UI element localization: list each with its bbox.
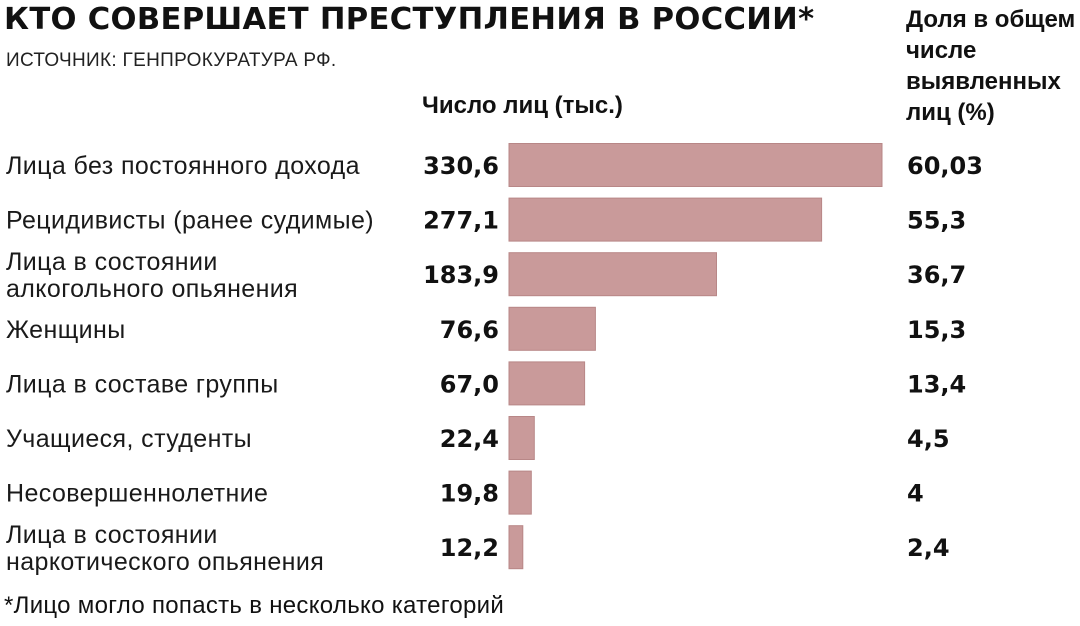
share-value-label: 13,4 [907,370,966,398]
bar-value-label: 22,4 [440,425,499,453]
category-label: Лица в состоянии наркотического опьянения [6,521,324,576]
category-label: Женщины [6,316,126,344]
bar-value-label: 12,2 [440,534,499,562]
share-value-label: 4 [907,480,924,508]
category-label: Рецидивисты (ранее судимые) [6,207,374,235]
bar-value-label: 277,1 [423,207,499,235]
share-value-label: 15,3 [907,316,966,344]
bar [508,416,535,460]
column-header-share: Доля в общем числе выявленных лиц (%) [906,6,1076,126]
category-label: Лица без постоянного дохода [6,152,360,180]
share-value-label: 36,7 [907,261,966,289]
share-value-label: 4,5 [907,425,950,453]
share-value-label: 2,4 [907,534,950,562]
column-header-count: Число лиц (тыс.) [422,92,623,119]
footnote: *Лицо могло попасть в несколько категори… [4,592,505,619]
bar-value-label: 76,6 [440,316,499,344]
bar-value-label: 67,0 [440,370,499,398]
chart-source: ИСТОЧНИК: ГЕНПРОКУРАТУРА РФ. [6,50,337,71]
category-label: Несовершеннолетние [6,480,268,508]
category-label: Лица в составе группы [6,370,279,398]
bar [508,306,596,351]
bar-value-label: 183,9 [423,261,499,289]
share-value-label: 55,3 [907,207,966,235]
category-label-line: Лица в состоянии [6,521,218,549]
bar [508,361,586,406]
bar [508,525,524,570]
bar [508,143,883,187]
chart-title: КТО СОВЕРШАЕТ ПРЕСТУПЛЕНИЯ В РОССИИ* [4,2,815,37]
share-value-label: 60,03 [907,152,983,180]
bar-value-label: 330,6 [423,152,499,180]
category-label-line: Лица в состоянии [6,248,218,276]
category-label-line: алкогольного опьянения [6,275,298,303]
bar [508,252,717,297]
category-label: Лица в состоянии алкогольного опьянения [6,248,298,303]
bar-value-label: 19,8 [440,480,499,508]
bar [508,197,823,242]
category-label: Учащиеся, студенты [6,425,252,453]
category-label-line: наркотического опьянения [6,548,324,576]
bar [508,470,532,515]
